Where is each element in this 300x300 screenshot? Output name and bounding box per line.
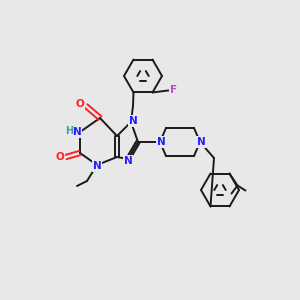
Text: N: N [129, 116, 137, 126]
Text: N: N [93, 161, 101, 171]
Text: N: N [124, 156, 132, 166]
Text: O: O [76, 99, 84, 109]
Text: N: N [196, 137, 206, 147]
Text: O: O [56, 152, 64, 162]
Text: N: N [157, 137, 165, 147]
Text: H: H [65, 126, 73, 136]
Text: N: N [73, 127, 81, 137]
Text: F: F [170, 85, 177, 95]
